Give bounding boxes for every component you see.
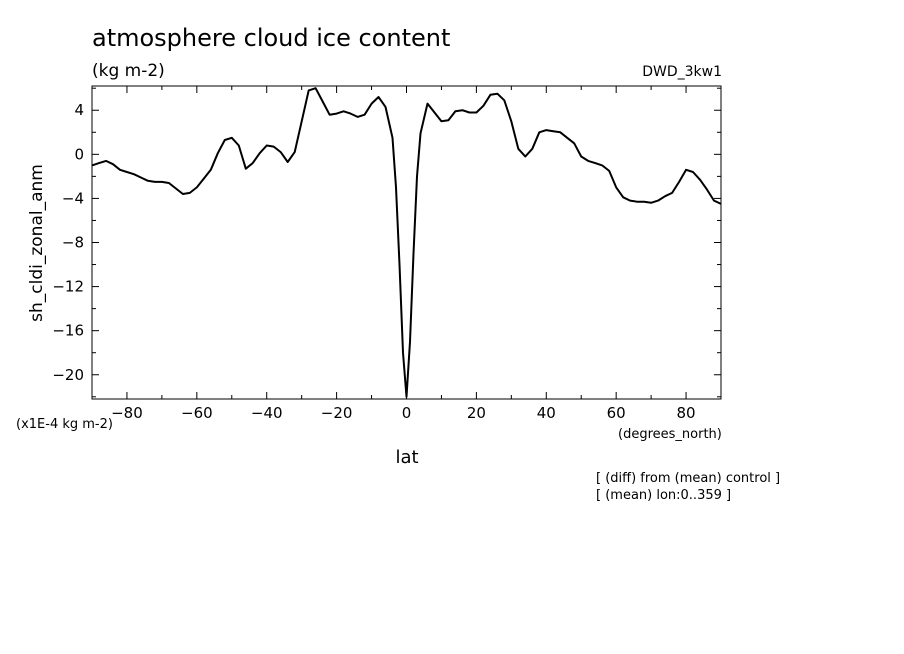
x-tick-label: 20	[467, 404, 486, 422]
y-scale-label: (x1E-4 kg m-2)	[16, 417, 113, 432]
y-tick-label: −4	[62, 189, 84, 207]
y-axis-label: sh_cldi_zonal_anm	[27, 164, 47, 322]
x-tick-label: 0	[402, 404, 412, 422]
y-tick-label: −12	[52, 278, 84, 296]
x-tick-label: −60	[181, 404, 213, 422]
note-mean: [ (mean) lon:0..359 ]	[596, 488, 731, 503]
y-tick-label: 4	[74, 101, 84, 119]
model-label: DWD_3kw1	[642, 64, 722, 80]
y-tick-label: −16	[52, 322, 84, 340]
x-tick-label: 80	[677, 404, 696, 422]
chart-title: atmosphere cloud ice content	[92, 24, 450, 52]
x-tick-label: −80	[111, 404, 143, 422]
y-tick-labels: 4 0 −4 −8 −12 −16 −20	[52, 101, 84, 384]
x-tick-label: 40	[537, 404, 556, 422]
x-units-label: (degrees_north)	[618, 427, 722, 442]
x-tick-label: −40	[251, 404, 283, 422]
chart-title-units: (kg m-2)	[92, 61, 165, 81]
axis-ticks	[91, 86, 722, 399]
note-diff: [ (diff) from (mean) control ]	[596, 471, 780, 486]
y-tick-label: −8	[62, 234, 84, 252]
x-tick-label: −20	[321, 404, 353, 422]
y-tick-label: 0	[74, 145, 84, 163]
plot-frame	[91, 85, 722, 400]
x-tick-label: 60	[607, 404, 626, 422]
x-tick-labels: −80 −60 −40 −20 0 20 40 60 80	[111, 404, 695, 422]
series-line	[91, 87, 722, 398]
x-axis-label: lat	[395, 447, 418, 468]
y-tick-label: −20	[52, 366, 84, 384]
